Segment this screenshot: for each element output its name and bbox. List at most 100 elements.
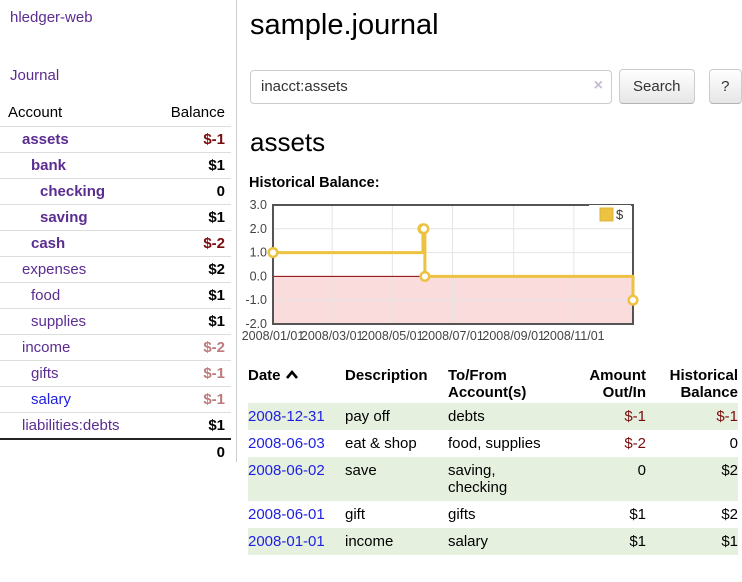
sidebar: hledger-web Journal Account Balance asse… — [0, 0, 237, 462]
account-link[interactable]: food — [31, 287, 61, 304]
account-row: assets $-1 — [0, 126, 231, 153]
transaction-row: 2008-06-01 gift gifts $1 $2 — [248, 501, 738, 528]
transaction-accounts: debts — [448, 408, 485, 425]
transaction-accounts: salary — [448, 533, 489, 550]
x-tick-label: 2008/03/01 — [301, 329, 364, 343]
register-header-balance-line1: Historical — [669, 367, 738, 384]
account-cell: liabilities:debts — [0, 413, 154, 440]
accounts-total-value: 0 — [216, 444, 225, 461]
register-header-amount-line1: Amount — [589, 367, 646, 384]
register-header-tofrom: To/From Account(s) — [448, 365, 560, 403]
main-content: sample.journal × Search ? assets Histori… — [237, 0, 742, 555]
account-row: salary $-1 — [0, 386, 231, 413]
y-tick-label: 1.0 — [250, 246, 267, 260]
y-tick-label: 0.0 — [250, 269, 267, 283]
transaction-row: 2008-06-02 save saving, checking 0 $2 — [248, 457, 738, 501]
search-input-wrap: × — [250, 69, 612, 104]
transaction-amount: $1 — [629, 533, 646, 550]
x-tick-label: 2008/05/01 — [361, 329, 424, 343]
data-point-marker — [267, 247, 279, 259]
account-row: expenses $2 — [0, 256, 231, 283]
account-balance: $1 — [208, 417, 225, 434]
register-header-tofrom-line2: Account(s) — [448, 384, 527, 401]
account-row: food $1 — [0, 282, 231, 309]
chart-svg: $3.0 2.0 1.0 0.0 -1.0 -2.02008/01/012008/03/0… — [242, 198, 639, 343]
account-row: checking 0 — [0, 178, 231, 205]
transaction-row: 2008-01-01 income salary $1 $1 — [248, 528, 738, 555]
accounts-table: Account Balance assets $-1 bank $1 checking 0… — [0, 99, 231, 465]
account-cell: supplies — [0, 309, 154, 335]
legend-label: $ — [616, 207, 624, 222]
register-header-balance: Historical Balance — [646, 365, 738, 403]
account-row: supplies $1 — [0, 308, 231, 335]
transaction-date-link[interactable]: 2008-01-01 — [248, 533, 325, 550]
historical-balance-chart: $3.0 2.0 1.0 0.0 -1.0 -2.0 2008/01/01 2008/03/0… — [242, 198, 742, 350]
sidebar-item-journal[interactable]: Journal — [10, 67, 60, 84]
account-cell: salary — [0, 387, 154, 413]
transaction-date-cell: 2008-01-01 — [248, 528, 345, 555]
register-header-tofrom-line1: To/From — [448, 367, 507, 384]
y-tick-label: 3.0 — [250, 198, 267, 212]
data-point-marker — [627, 294, 639, 306]
transaction-description: pay off — [345, 408, 390, 425]
account-link[interactable]: supplies — [31, 313, 87, 330]
search-input[interactable] — [250, 69, 612, 104]
register-header-date[interactable]: Date — [248, 365, 345, 403]
register-header-amount: Amount Out/In — [560, 365, 646, 403]
account-link[interactable]: checking — [40, 183, 106, 200]
account-cell: bank — [0, 153, 154, 179]
account-link[interactable]: assets — [22, 131, 69, 148]
register-header-date-label: Date — [248, 367, 281, 384]
account-row: income $-2 — [0, 334, 231, 361]
transaction-date-link[interactable]: 2008-06-02 — [248, 462, 325, 479]
account-cell: income — [0, 335, 154, 361]
account-balance: $-1 — [203, 365, 225, 382]
transaction-date-link[interactable]: 2008-06-01 — [248, 506, 325, 523]
account-row: cash $-2 — [0, 230, 231, 257]
transaction-amount: $-1 — [624, 408, 646, 425]
accounts-total-spacer — [0, 439, 154, 465]
transaction-amount: $1 — [629, 506, 646, 523]
account-link[interactable]: saving — [40, 209, 88, 226]
register-header-row: Date Description To/From Account(s) Amou… — [248, 365, 738, 403]
transaction-date-link[interactable]: 2008-12-31 — [248, 408, 325, 425]
legend-swatch — [599, 207, 614, 222]
account-link[interactable]: expenses — [22, 261, 87, 278]
transaction-description: income — [345, 533, 394, 550]
account-link[interactable]: gifts — [31, 365, 59, 382]
clear-search-icon[interactable]: × — [593, 76, 603, 94]
account-link[interactable]: cash — [31, 235, 66, 252]
account-cell: expenses — [0, 257, 154, 283]
account-link[interactable]: bank — [31, 157, 67, 174]
y-tick-label: -1.0 — [245, 293, 267, 307]
app-title-link[interactable]: hledger-web — [10, 9, 93, 26]
x-tick-label: 2008/01/01 — [242, 329, 305, 343]
register-header-balance-line2: Balance — [680, 384, 738, 401]
register-table: Date Description To/From Account(s) Amou… — [248, 365, 738, 555]
transaction-date-cell: 2008-06-02 — [248, 457, 345, 501]
x-tick-label: 2008/11/01 — [543, 329, 605, 343]
y-tick-label: 2.0 — [250, 222, 267, 236]
transaction-date-cell: 2008-06-01 — [248, 501, 345, 528]
account-cell: checking — [0, 179, 154, 205]
account-balance: $-2 — [203, 235, 225, 252]
data-point-marker — [419, 270, 431, 282]
account-balance: $-2 — [203, 339, 225, 356]
account-balance: $1 — [208, 209, 225, 226]
account-row: saving $1 — [0, 204, 231, 231]
transaction-balance: $-1 — [716, 408, 738, 425]
account-balance: $2 — [208, 261, 225, 278]
search-form: × Search ? — [250, 69, 742, 104]
account-link[interactable]: salary — [31, 391, 72, 408]
account-balance: 0 — [216, 183, 225, 200]
account-link[interactable]: income — [22, 339, 71, 356]
help-button[interactable]: ? — [708, 69, 742, 104]
transaction-date-link[interactable]: 2008-06-03 — [248, 435, 325, 452]
accounts-header-account: Account — [8, 104, 63, 121]
transaction-balance: $2 — [721, 462, 738, 479]
account-link[interactable]: liabilities:debts — [22, 417, 120, 434]
search-button[interactable]: Search — [619, 69, 695, 104]
account-row: liabilities:debts $1 — [0, 412, 231, 440]
transaction-balance: $1 — [721, 533, 738, 550]
account-cell: assets — [0, 127, 154, 153]
